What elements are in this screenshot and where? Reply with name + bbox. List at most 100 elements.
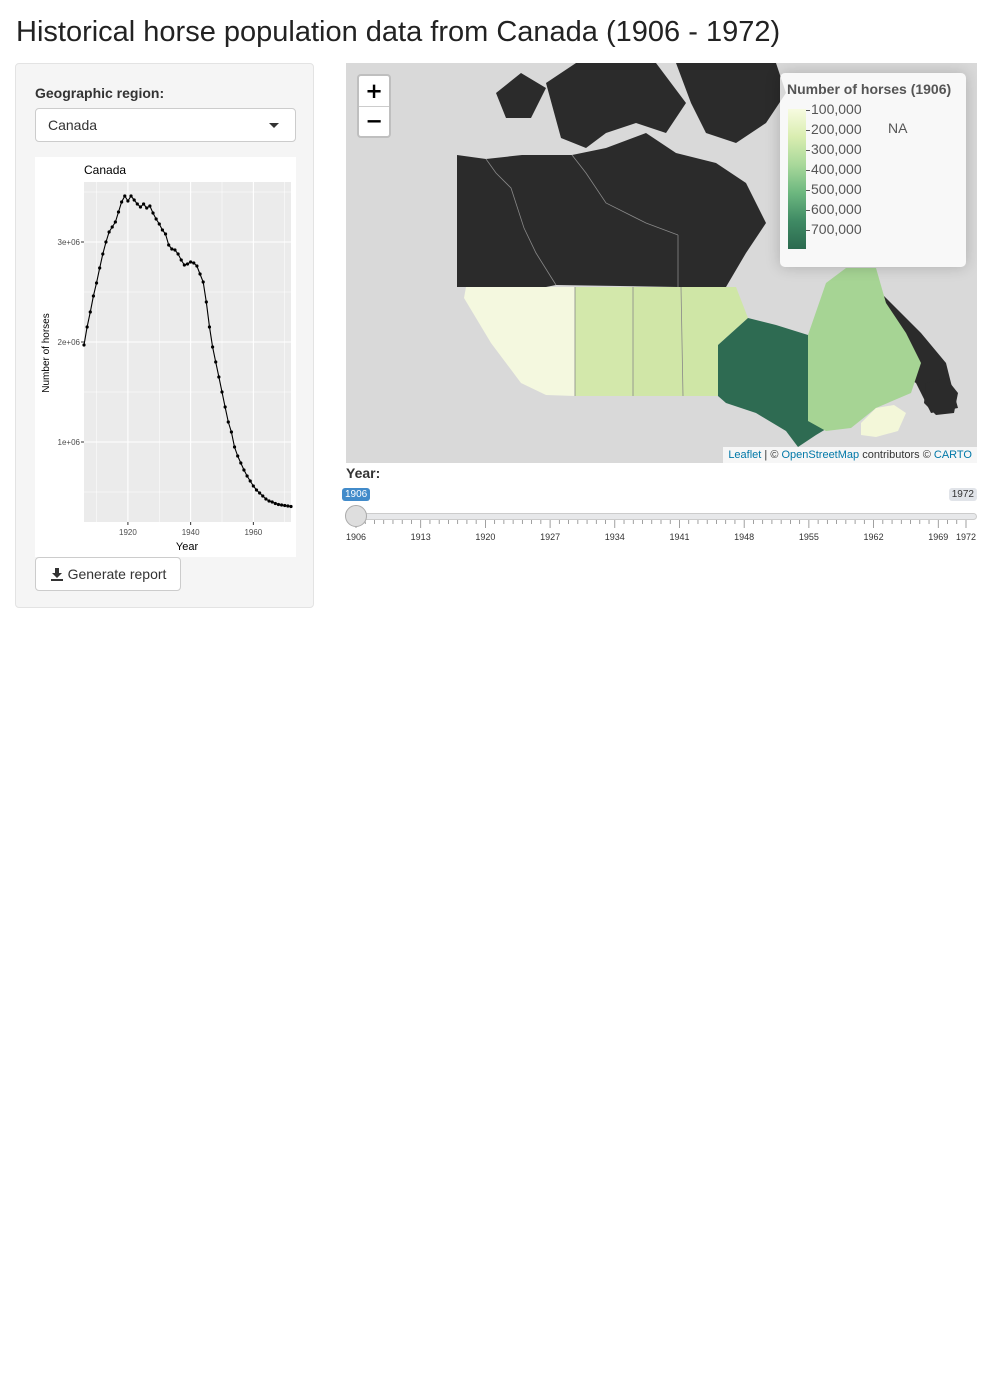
data-point <box>94 281 99 285</box>
generate-report-button[interactable]: Generate report <box>35 557 181 591</box>
data-point <box>154 217 158 221</box>
region-alberta[interactable] <box>575 287 633 396</box>
year-label: Year: <box>346 465 381 481</box>
page-title: Historical horse population data from Ca… <box>16 16 781 48</box>
data-point <box>239 461 243 465</box>
slider-handle[interactable] <box>345 505 367 527</box>
data-point <box>157 222 161 226</box>
data-point <box>135 202 139 206</box>
data-point <box>273 501 277 506</box>
osm-link[interactable]: OpenStreetMap <box>781 449 860 461</box>
data-point <box>204 300 208 304</box>
x-tick-label: 1960 <box>244 528 262 537</box>
legend-label: 500,000 <box>806 181 862 197</box>
x-axis-ticks: 1920 1940 1960 <box>119 522 263 537</box>
data-point <box>91 294 96 298</box>
region-quebec[interactable] <box>808 268 921 431</box>
map-legend: Number of horses (1906) 100,000 200,000 30… <box>780 73 966 267</box>
year-slider[interactable]: 1906 1972 1906 1913 1920 1927 1934 1941 1948 19… <box>342 486 977 546</box>
legend-label: 100,000 <box>806 101 862 117</box>
y-tick-label: 3e+06 <box>58 238 81 247</box>
data-point <box>141 202 146 206</box>
leaflet-link[interactable]: Leaflet <box>728 449 762 461</box>
data-point <box>242 468 246 472</box>
region-select[interactable]: Canada <box>35 108 296 142</box>
data-point <box>163 232 168 236</box>
y-tick-label: 2e+06 <box>58 338 81 347</box>
data-point <box>85 325 89 329</box>
data-point <box>113 220 117 224</box>
region-manitoba[interactable] <box>681 287 748 396</box>
population-chart-svg: Canada 1e+06 2e+06 3e+06 1920 1940 1960 Year… <box>41 163 293 553</box>
data-point <box>170 247 174 251</box>
data-point <box>116 210 121 214</box>
region-nunavut-mainland[interactable] <box>572 133 766 287</box>
data-point <box>214 360 218 364</box>
data-point <box>138 205 143 209</box>
zoom-out-button[interactable]: − <box>359 106 389 136</box>
plot-panel <box>84 182 291 522</box>
data-point <box>120 200 124 204</box>
region-british-columbia[interactable] <box>464 287 575 396</box>
slider-tick-label: 1906 <box>346 532 366 542</box>
data-point <box>167 243 171 247</box>
data-point <box>254 488 259 492</box>
region-saskatchewan[interactable] <box>633 287 683 396</box>
x-tick-label: 1920 <box>119 528 137 537</box>
carto-link[interactable]: CARTO <box>933 449 972 461</box>
map-attribution: Leaflet | © OpenStreetMap contributors ©… <box>723 447 977 463</box>
region-northwest-territories[interactable] <box>486 155 678 287</box>
data-point <box>220 390 224 394</box>
data-point <box>98 266 102 270</box>
data-point <box>185 262 190 266</box>
data-point <box>229 430 234 434</box>
region-yukon[interactable] <box>457 155 556 287</box>
y-axis-ticks: 1e+06 2e+06 3e+06 <box>58 238 84 447</box>
y-tick-label: 1e+06 <box>58 438 81 447</box>
slider-max-value: 1972 <box>948 488 977 501</box>
data-point <box>160 228 165 232</box>
legend-label: 300,000 <box>806 141 862 157</box>
data-point <box>236 454 240 458</box>
slider-tick-label: 1920 <box>475 532 495 542</box>
population-chart: Canada 1e+06 2e+06 3e+06 1920 1940 1960 Year… <box>35 157 296 557</box>
region-newfoundland[interactable] <box>924 378 958 415</box>
data-point <box>123 194 127 198</box>
region-ontario[interactable] <box>718 318 836 447</box>
attribution-sep: | © <box>761 449 782 461</box>
legend-label: 200,000 <box>806 121 862 137</box>
data-point <box>126 199 130 203</box>
slider-ticks: 1906 1913 1920 1927 1934 1941 1948 1955 1962 1969… <box>346 520 976 542</box>
legend-label: 700,000 <box>806 221 862 237</box>
data-point <box>226 420 230 424</box>
slider-tick-label: 1969 <box>928 532 948 542</box>
legend-na-label: NA <box>888 120 908 136</box>
generate-report-label: Generate report <box>67 566 167 582</box>
region-arctic-islands[interactable] <box>496 63 786 148</box>
data-point <box>189 260 193 264</box>
data-point <box>145 206 149 210</box>
data-point <box>286 504 290 508</box>
legend-color-scale <box>788 109 806 249</box>
data-point <box>198 272 202 276</box>
attribution-contrib: contributors © <box>859 449 934 461</box>
data-point <box>270 500 274 504</box>
zoom-control: + − <box>357 74 391 138</box>
legend-labels: 100,000 200,000 300,000 400,000 500,000 600,0… <box>806 101 886 249</box>
x-axis-label: Year <box>176 541 199 553</box>
slider-current-value: 1906 <box>342 488 371 501</box>
choropleth-map[interactable]: + − Number of horses (1906) 100,000 200,0… <box>346 63 977 463</box>
data-point <box>232 445 237 449</box>
zoom-in-button[interactable]: + <box>365 79 383 103</box>
legend-label: 400,000 <box>806 161 862 177</box>
region-maritimes[interactable] <box>861 405 906 437</box>
slider-tick-label: 1913 <box>411 532 431 542</box>
data-point <box>101 252 105 256</box>
data-point <box>132 198 136 202</box>
slider-tick-label: 1962 <box>864 532 884 542</box>
data-point <box>283 503 287 508</box>
slider-tick-label: 1934 <box>605 532 625 542</box>
data-point <box>88 310 92 314</box>
data-point <box>245 474 249 478</box>
download-icon <box>50 568 63 581</box>
